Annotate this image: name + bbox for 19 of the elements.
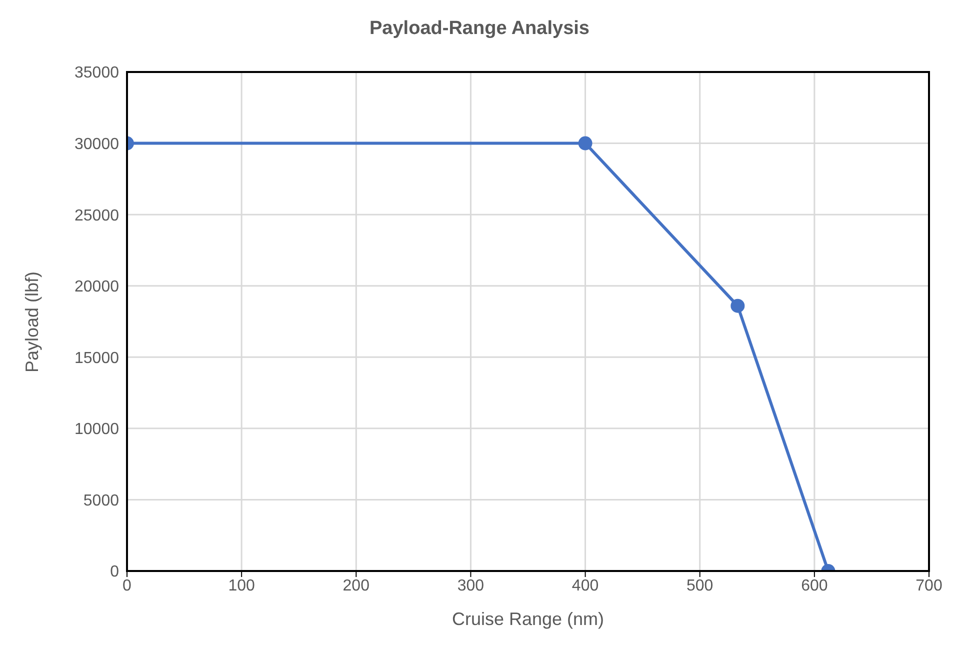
y-axis-title: Payload (lbf) [22, 270, 43, 372]
chart-title: Payload-Range Analysis [368, 18, 590, 40]
x-tick-label: 700 [916, 577, 942, 594]
x-tick-label: 400 [572, 577, 599, 594]
x-tick-label: 100 [228, 577, 256, 594]
x-axis-title: Cruise Range (nm) [450, 609, 606, 630]
x-tick-label: 300 [457, 577, 484, 594]
y-tick-label: 15000 [74, 350, 120, 367]
x-tick-label: 0 [122, 577, 132, 594]
y-tick-label: 30000 [74, 136, 120, 153]
y-tick-label: 0 [110, 564, 120, 581]
y-tick-label: 5000 [83, 492, 120, 510]
y-tick-label: 10000 [74, 421, 120, 438]
y-tick-label: 35000 [74, 64, 120, 82]
x-tick-label: 200 [342, 577, 370, 594]
y-tick-label: 25000 [74, 207, 120, 224]
x-tick-label: 500 [686, 577, 714, 594]
x-tick-label: 600 [801, 577, 828, 594]
y-tick-label: 20000 [74, 278, 120, 296]
